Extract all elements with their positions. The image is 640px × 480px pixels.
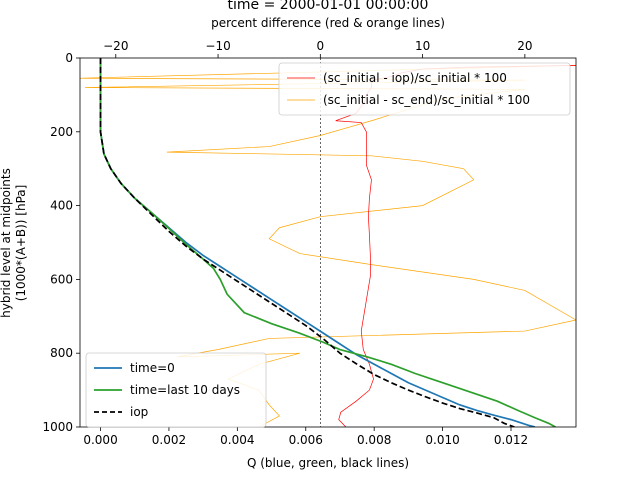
legend-label: iop — [130, 405, 148, 419]
y-axis-label-line1: hybrid level at midpoints — [0, 168, 13, 318]
y-tick-label: 1000 — [42, 420, 73, 434]
legend-bottom-left — [85, 352, 267, 428]
x2-tick-label: 20 — [517, 39, 532, 53]
y-tick-label: 200 — [50, 125, 73, 139]
x2-tick-label: −20 — [103, 39, 128, 53]
legend-top-right — [278, 62, 571, 116]
y-axis-label-line2: (1000*(A+B)) [hPa] — [14, 185, 28, 302]
x2-tick-label: 10 — [415, 39, 430, 53]
y-tick-label: 0 — [65, 51, 73, 65]
legends: (sc_initial - iop)/sc_initial * 100 (sc_i… — [85, 62, 571, 428]
x-tick-label: 0.000 — [83, 433, 117, 447]
y-tick-label: 800 — [50, 346, 73, 360]
series-line-4 — [80, 65, 576, 427]
legend-label: time=0 — [130, 361, 175, 375]
chart-title: time = 2000-01-01 00:00:00 — [228, 0, 429, 13]
x-tick-label: 0.010 — [425, 433, 459, 447]
legend-label: (sc_initial - iop)/sc_initial * 100 — [323, 71, 507, 85]
x-tick-label: 0.002 — [152, 433, 186, 447]
x-tick-label: 0.004 — [220, 433, 254, 447]
x-tick-label: 0.006 — [289, 433, 323, 447]
x-tick-label: 0.012 — [494, 433, 528, 447]
axes-ticks: 0.000 0.002 0.004 0.006 0.008 0.010 0.012 −20 −1… — [42, 39, 532, 447]
top-axis-label: percent difference (red & orange lines) — [211, 16, 445, 30]
x2-tick-label: 0 — [317, 39, 325, 53]
legend-label: (sc_initial - sc_end)/sc_initial * 100 — [323, 93, 530, 107]
plot-area — [80, 58, 576, 427]
legend-label: time=last 10 days — [130, 383, 240, 397]
series-line-1 — [99, 58, 556, 427]
x2-tick-label: −10 — [205, 39, 230, 53]
y-tick-label: 400 — [50, 199, 73, 213]
series-line-2 — [99, 58, 515, 427]
plot-frame — [79, 57, 577, 428]
bottom-axis-label: Q (blue, green, black lines) — [247, 456, 409, 470]
y-tick-label: 600 — [50, 272, 73, 286]
x-tick-label: 0.008 — [357, 433, 391, 447]
